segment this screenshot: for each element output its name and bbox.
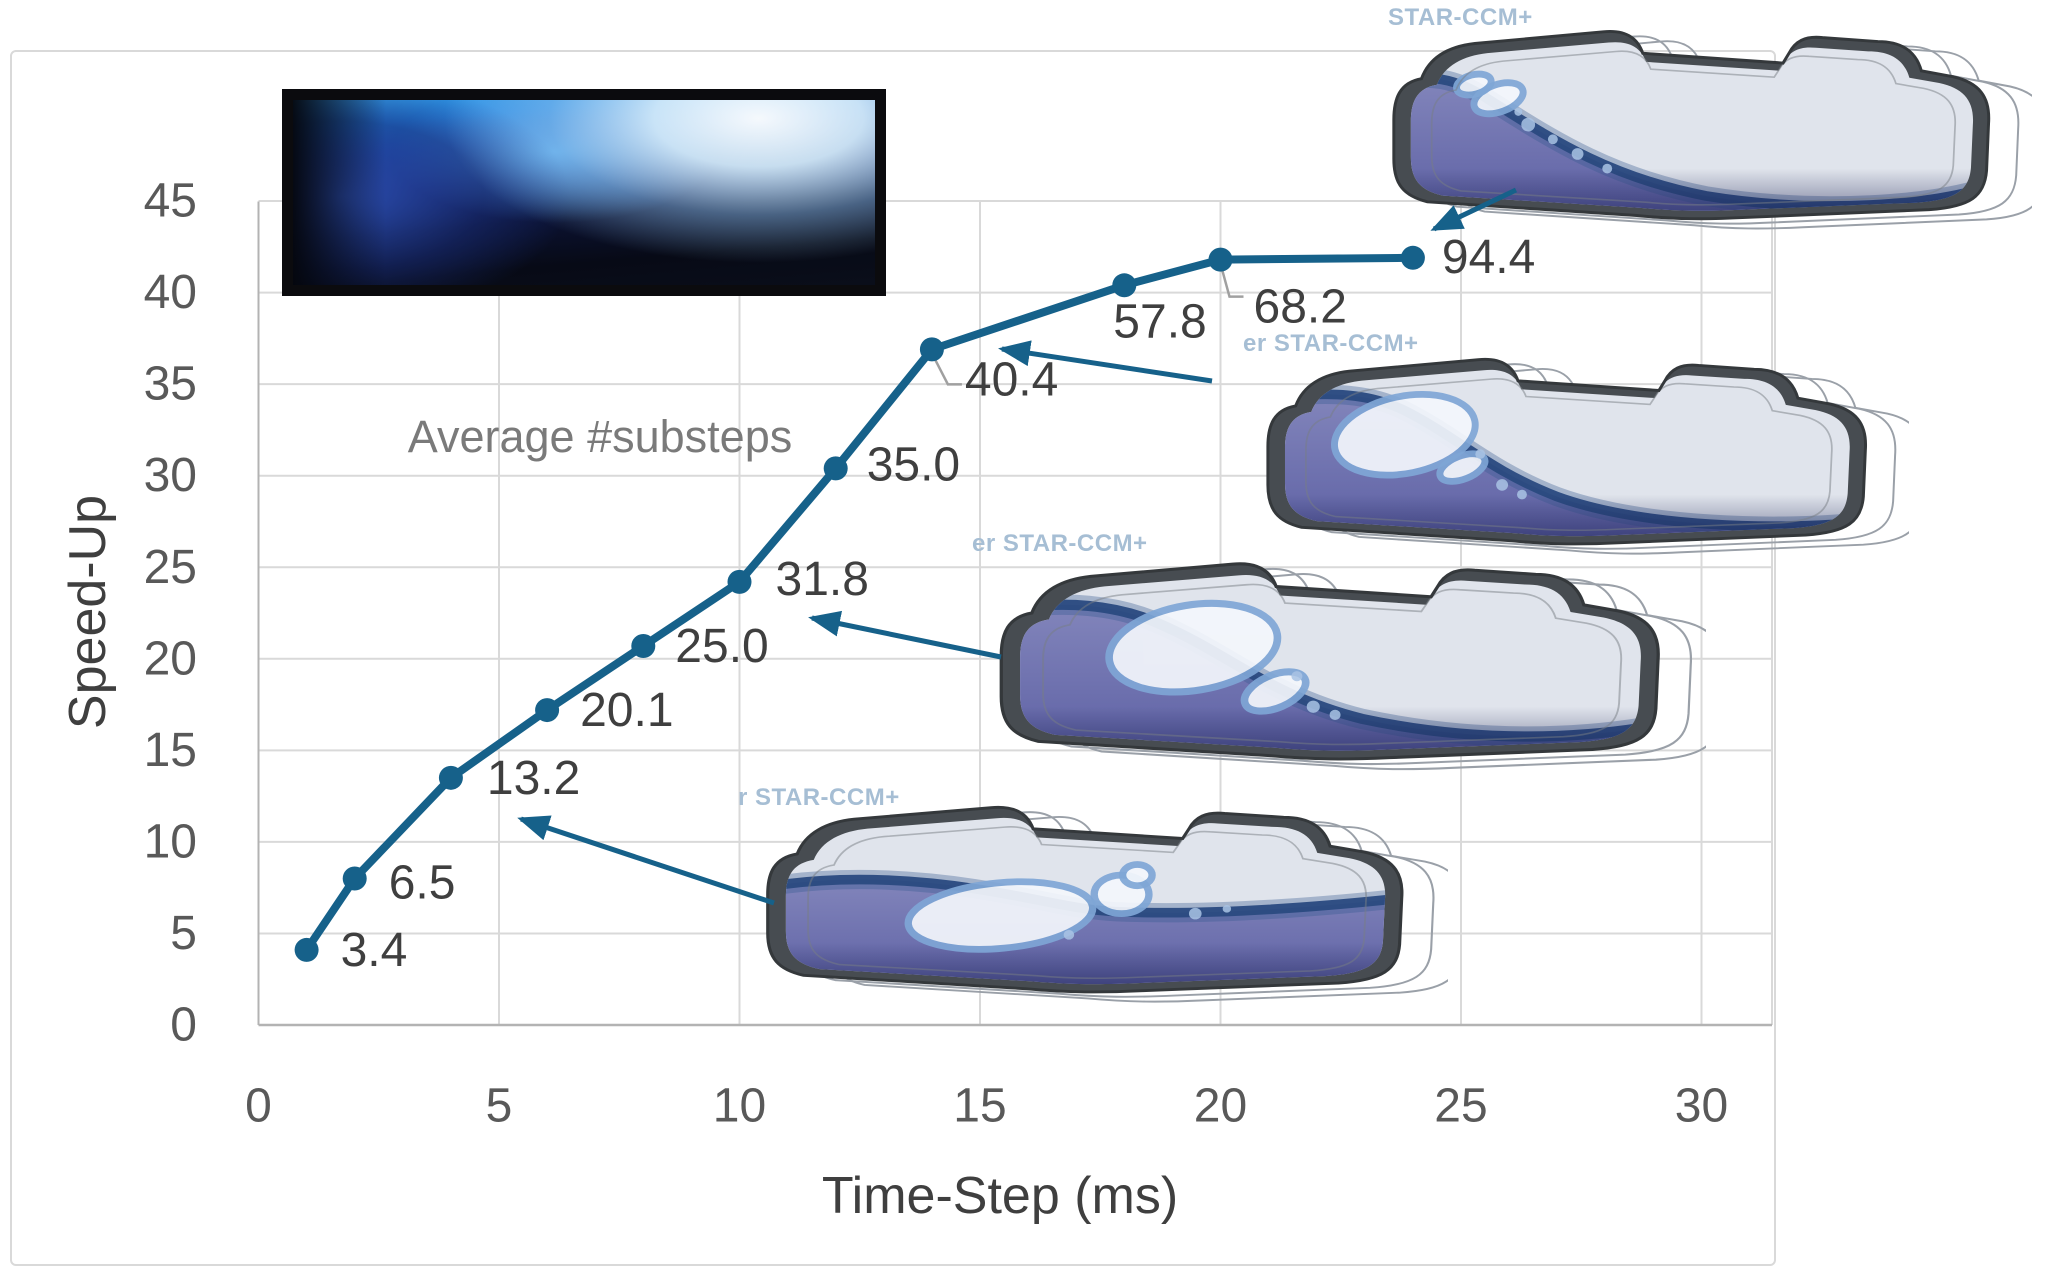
baffle-outline — [1042, 583, 1623, 746]
splash-pocket — [1436, 450, 1489, 485]
spray-droplet — [1516, 489, 1527, 500]
spray-droplet — [1496, 479, 1509, 491]
y-tick-label: 45 — [144, 175, 197, 228]
data-point — [1400, 245, 1425, 270]
data-point — [727, 569, 752, 594]
data-point — [535, 698, 560, 723]
data-point — [631, 633, 656, 658]
spray-droplet — [1291, 671, 1303, 682]
data-point-label: 13.2 — [487, 752, 580, 805]
x-axis-title: Time-Step (ms) — [821, 1167, 1179, 1225]
fuel-tank-render-3 — [999, 562, 1706, 771]
pointer-arrow — [517, 815, 775, 906]
spray-droplet — [1475, 449, 1486, 459]
data-point-label: 6.5 — [389, 857, 456, 910]
spray-droplet — [1329, 709, 1341, 720]
starccm-watermark-4: r STAR-CCM+ — [738, 784, 900, 811]
data-point — [342, 866, 367, 891]
spray-droplet — [1188, 907, 1202, 920]
pointer-arrow — [1430, 187, 1518, 232]
fuel-tank-render-4 — [766, 805, 1448, 1003]
y-tick-label: 35 — [144, 358, 197, 411]
experiment-photo — [282, 89, 886, 296]
data-point — [919, 337, 944, 362]
y-tick-label: 30 — [144, 449, 197, 502]
substeps-annotation: Average #substeps — [407, 411, 793, 462]
fuel-tank-render-2 — [1266, 357, 1909, 555]
starccm-watermark-3: er STAR-CCM+ — [972, 530, 1148, 557]
spray-droplet — [1306, 700, 1320, 713]
starccm-watermark-2: er STAR-CCM+ — [1243, 330, 1419, 357]
data-point-label: 57.8 — [1113, 295, 1206, 348]
data-point — [294, 937, 319, 962]
data-point-label: 31.8 — [776, 553, 869, 606]
data-point-label: 68.2 — [1254, 281, 1347, 334]
data-point — [1112, 273, 1137, 298]
splash-pocket — [1118, 861, 1156, 890]
splash-pocket — [1330, 391, 1479, 479]
baffle-outline — [807, 826, 1367, 980]
tank-outline — [999, 562, 1660, 761]
y-tick-label: 0 — [170, 999, 197, 1052]
x-tick-label: 5 — [486, 1080, 513, 1133]
x-tick-label: 0 — [245, 1080, 272, 1133]
y-tick-label: 10 — [144, 815, 197, 868]
splash-pocket — [904, 878, 1097, 953]
splash-pocket — [1240, 668, 1310, 715]
x-tick-label: 30 — [1675, 1080, 1728, 1133]
y-tick-label: 15 — [144, 724, 197, 777]
splash-pocket — [1105, 599, 1282, 696]
data-point — [438, 765, 463, 790]
data-point — [1208, 247, 1233, 272]
data-point-label: 94.4 — [1442, 231, 1535, 284]
spray-droplet — [1063, 930, 1075, 940]
pointer-arrow — [808, 610, 1002, 660]
x-tick-label: 10 — [713, 1080, 766, 1133]
y-tick-label: 25 — [144, 541, 197, 594]
spray-droplet — [1602, 163, 1613, 174]
fuel-tank-render-1 — [1392, 29, 2032, 230]
spray-droplet — [1571, 148, 1584, 160]
tank-outline — [1392, 29, 1991, 221]
y-tick-label: 5 — [170, 907, 197, 960]
x-tick-label: 15 — [953, 1080, 1006, 1133]
tank-outline — [1266, 357, 1867, 546]
data-point-label: 3.4 — [341, 924, 408, 977]
x-tick-label: 25 — [1434, 1080, 1487, 1133]
data-point — [823, 456, 848, 481]
baffle-outline — [1430, 50, 1956, 206]
label-leader-line — [1219, 263, 1244, 298]
starccm-watermark-1: STAR-CCM+ — [1388, 4, 1533, 31]
tank-outline — [766, 805, 1404, 994]
spray-droplet — [1222, 904, 1232, 913]
y-tick-label: 20 — [144, 632, 197, 685]
photo-shadow — [293, 100, 387, 285]
x-tick-label: 20 — [1194, 1080, 1247, 1133]
baffle-outline — [1305, 378, 1833, 532]
data-point-label: 35.0 — [867, 438, 960, 491]
data-point-label: 20.1 — [580, 684, 673, 737]
spray-droplet — [1514, 108, 1523, 116]
spray-droplet — [1547, 134, 1558, 145]
data-point-label: 25.0 — [675, 620, 768, 673]
spray-droplet — [1521, 117, 1536, 132]
y-tick-label: 40 — [144, 266, 197, 319]
label-leader-line — [930, 352, 962, 386]
pointer-arrow — [998, 340, 1213, 384]
